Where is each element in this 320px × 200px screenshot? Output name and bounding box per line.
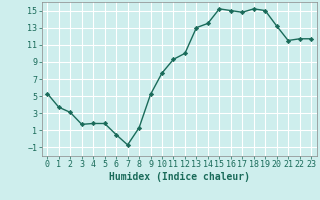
X-axis label: Humidex (Indice chaleur): Humidex (Indice chaleur) xyxy=(109,172,250,182)
